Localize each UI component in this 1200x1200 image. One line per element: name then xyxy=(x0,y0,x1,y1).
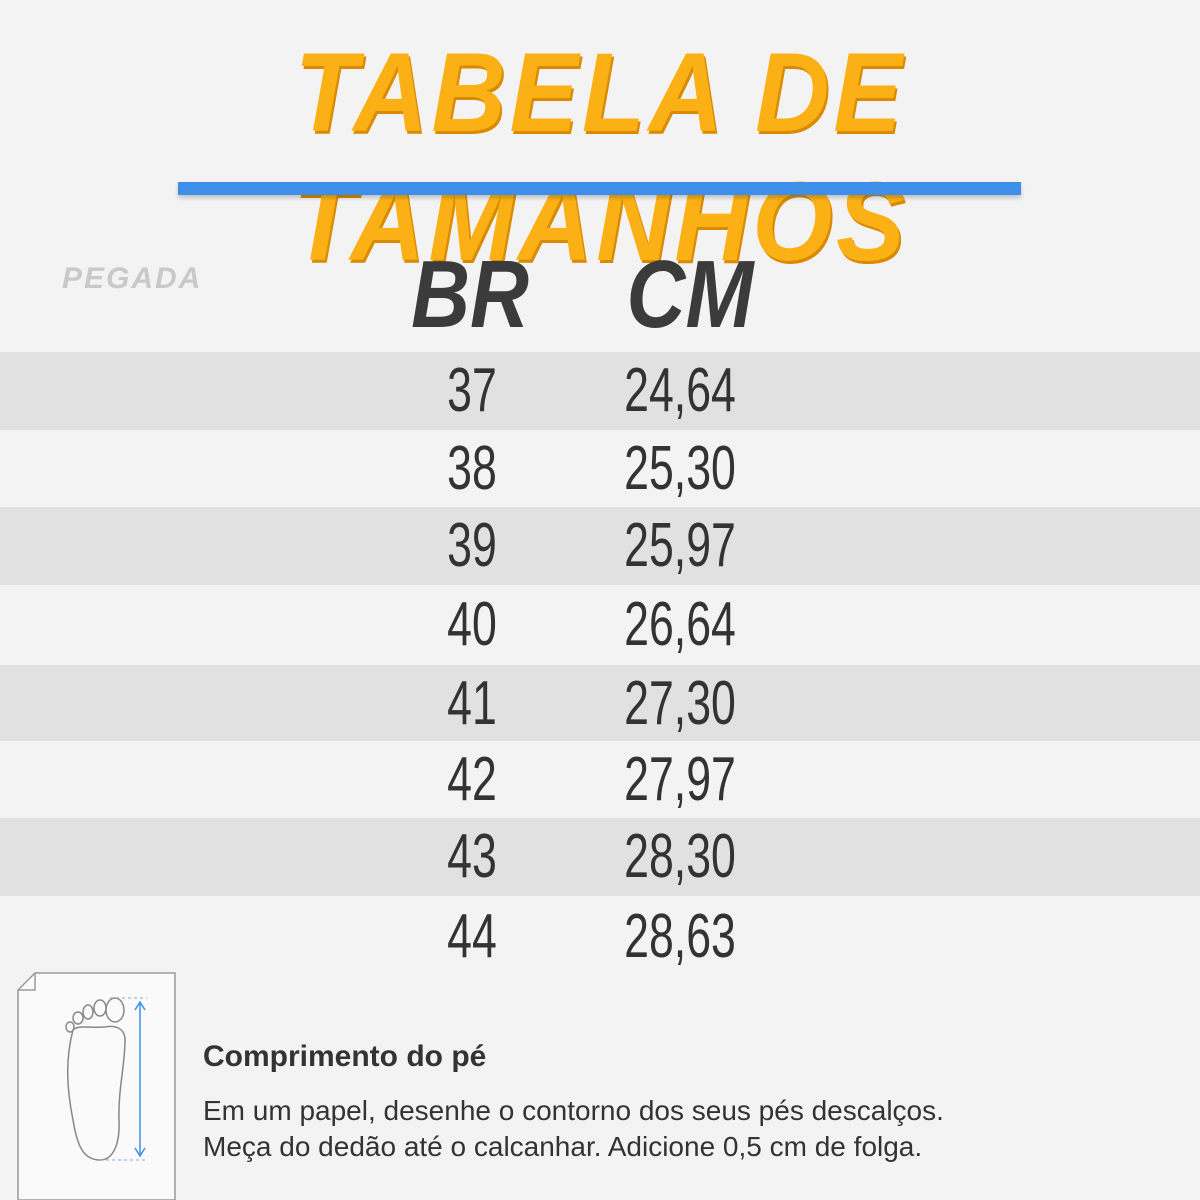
table-row: 40 26,64 xyxy=(0,586,1200,664)
table-row: 37 24,64 xyxy=(0,352,1200,430)
divider xyxy=(178,182,1021,195)
cell: 37 xyxy=(447,356,497,425)
cell: 28,63 xyxy=(624,902,736,971)
cell: 42 xyxy=(447,745,497,814)
brand: PEGADA xyxy=(62,262,203,295)
cell: 27,97 xyxy=(624,745,736,814)
footer-line: Meça do dedão até o calcanhar. Adicione … xyxy=(203,1131,923,1162)
footer-line: Em um papel, desenhe o contorno dos seus… xyxy=(203,1095,944,1126)
column-header: BR xyxy=(411,241,529,348)
column-header: CM xyxy=(626,241,754,348)
foot-icon xyxy=(17,972,176,1200)
cell: 38 xyxy=(447,434,497,503)
table-row: 41 27,30 xyxy=(0,665,1200,743)
cell: 25,30 xyxy=(624,434,736,503)
cell: 40 xyxy=(447,590,497,659)
table-row: 38 25,30 xyxy=(0,430,1200,508)
cell: 26,64 xyxy=(624,590,736,659)
cell: 28,30 xyxy=(624,822,736,891)
cell: 27,30 xyxy=(624,669,736,738)
cell: 43 xyxy=(447,822,497,891)
table-row: 44 28,63 xyxy=(0,898,1200,976)
footer-heading: Comprimento do pé xyxy=(203,1040,487,1073)
title: TABELA DE TAMANHOS xyxy=(291,30,909,284)
cell: 25,97 xyxy=(624,511,736,580)
table-row: 43 28,30 xyxy=(0,818,1200,896)
table-row: 42 27,97 xyxy=(0,741,1200,819)
cell: 24,64 xyxy=(624,356,736,425)
table-row: 39 25,97 xyxy=(0,507,1200,585)
cell: 41 xyxy=(447,669,497,738)
cell: 39 xyxy=(447,511,497,580)
cell: 44 xyxy=(447,902,497,971)
